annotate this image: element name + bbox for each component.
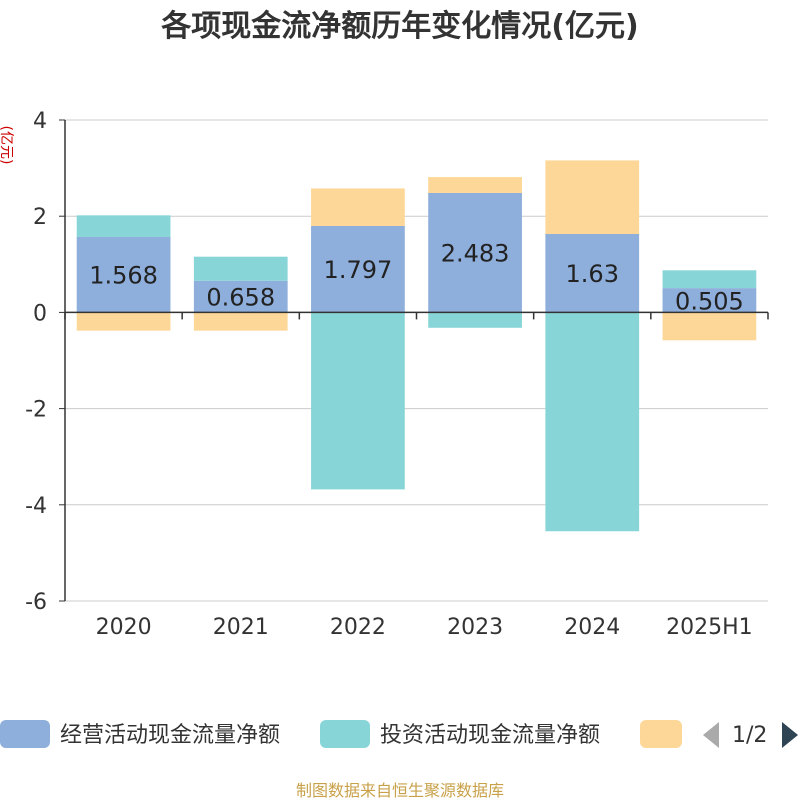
- legend-prev-page-icon[interactable]: [703, 722, 719, 748]
- x-tick-label: 2022: [330, 615, 386, 640]
- data-label: 1.797: [324, 256, 393, 284]
- bar-segment-s1-2025H1[interactable]: [662, 270, 757, 289]
- x-tick-label: 2024: [564, 615, 620, 640]
- x-tick-label: 2020: [96, 615, 152, 640]
- bar-segment-s2-2022[interactable]: [311, 188, 405, 226]
- bar-segment-s1-2021[interactable]: [193, 256, 288, 281]
- legend-page-indicator: 1/2: [732, 723, 767, 748]
- x-tick-label: 2025H1: [666, 615, 753, 640]
- bar-segment-s2-2023[interactable]: [428, 177, 522, 193]
- bar-segment-s0-2024[interactable]: [545, 233, 640, 313]
- y-tick-label: 4: [33, 109, 47, 134]
- data-source-note: 制图数据来自恒生聚源数据库: [296, 781, 504, 800]
- bar-segment-s1-2024[interactable]: [545, 312, 640, 532]
- legend-swatch-investing[interactable]: [320, 720, 370, 748]
- legend-label-operating[interactable]: 经营活动现金流量净额: [60, 723, 280, 748]
- axes: [64, 120, 769, 601]
- bar-segment-s2-2021[interactable]: [193, 312, 288, 331]
- bar-segment-s1-2022[interactable]: [311, 312, 405, 490]
- data-label: 0.658: [206, 284, 275, 312]
- data-labels: 1.568 0.658 1.797 2.483 1.63 0.505: [89, 240, 744, 316]
- y-tick-label: -4: [25, 494, 47, 519]
- bar-segment-s0-2022[interactable]: [311, 225, 405, 313]
- x-tick-label: 2021: [213, 615, 269, 640]
- bar-segment-s1-2020[interactable]: [76, 215, 171, 237]
- data-label: 1.568: [89, 262, 158, 290]
- y-tick-label: 0: [33, 301, 47, 326]
- legend-next-page-icon[interactable]: [782, 722, 798, 748]
- data-label: 2.483: [441, 240, 510, 268]
- data-label: 1.63: [566, 260, 619, 288]
- y-tick-labels: -6 -4 -2 0 2 4: [25, 109, 65, 615]
- legend-swatch-third[interactable]: [640, 720, 682, 748]
- bar-segment-s0-2021[interactable]: [193, 280, 288, 313]
- bar-segment-s0-2025H1[interactable]: [662, 288, 757, 313]
- chart-title: 各项现金流净额历年变化情况(亿元): [160, 9, 638, 44]
- bar-segment-s0-2020[interactable]: [76, 236, 171, 313]
- legend: 经营活动现金流量净额 投资活动现金流量净额 1/2: [0, 720, 798, 748]
- data-label: 0.505: [675, 287, 744, 315]
- bar-segment-s2-2025H1[interactable]: [662, 312, 757, 341]
- legend-swatch-operating[interactable]: [0, 720, 50, 748]
- bar-segment-s0-2023[interactable]: [428, 192, 522, 313]
- y-tick-label: -2: [25, 398, 47, 423]
- legend-label-investing[interactable]: 投资活动现金流量净额: [380, 723, 600, 748]
- bars: [76, 160, 757, 532]
- y-tick-label: -6: [25, 590, 47, 615]
- bar-segment-s1-2023[interactable]: [428, 312, 522, 328]
- gridlines: [65, 119, 768, 602]
- y-tick-label: 2: [33, 205, 47, 230]
- bar-segment-s2-2020[interactable]: [76, 312, 171, 331]
- bar-segment-s2-2024[interactable]: [545, 160, 640, 234]
- x-tick-labels: 2020 2021 2022 2023 2024 2025H1: [96, 615, 753, 640]
- y-axis-unit: (亿元): [0, 126, 14, 165]
- x-tick-label: 2023: [447, 615, 503, 640]
